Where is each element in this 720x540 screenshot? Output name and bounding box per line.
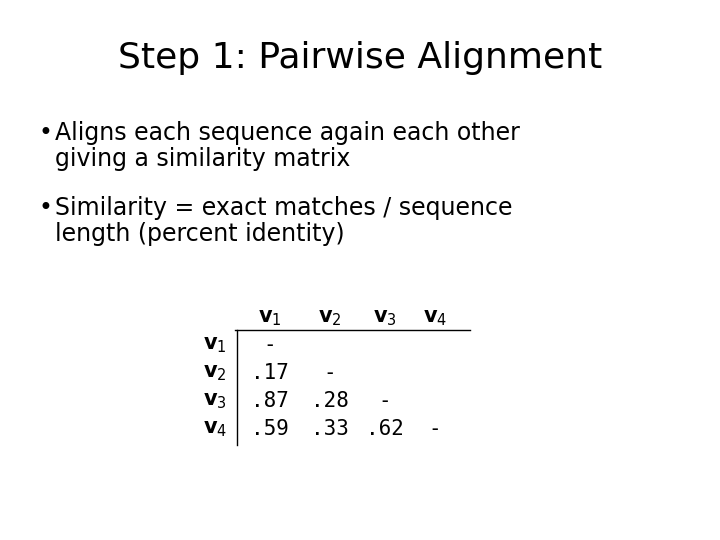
Text: giving a similarity matrix: giving a similarity matrix: [55, 147, 351, 171]
Text: .59: .59: [251, 419, 289, 439]
Text: $\mathbf{v}_4$: $\mathbf{v}_4$: [203, 419, 227, 439]
Text: .17: .17: [251, 363, 289, 383]
Text: $\mathbf{v}_2$: $\mathbf{v}_2$: [203, 363, 227, 383]
Text: $\mathbf{v}_1$: $\mathbf{v}_1$: [258, 308, 282, 328]
Text: $\mathbf{v}_4$: $\mathbf{v}_4$: [423, 308, 447, 328]
Text: -: -: [324, 363, 336, 383]
Text: .33: .33: [311, 419, 349, 439]
Text: .62: .62: [366, 419, 404, 439]
Text: -: -: [379, 391, 391, 411]
Text: -: -: [264, 335, 276, 355]
Text: .28: .28: [311, 391, 349, 411]
Text: Similarity = exact matches / sequence: Similarity = exact matches / sequence: [55, 196, 513, 220]
Text: length (percent identity): length (percent identity): [55, 222, 345, 246]
Text: $\mathbf{v}_3$: $\mathbf{v}_3$: [373, 308, 397, 328]
Text: $\mathbf{v}_1$: $\mathbf{v}_1$: [203, 335, 227, 355]
Text: $\mathbf{v}_3$: $\mathbf{v}_3$: [203, 391, 227, 411]
Text: $\mathbf{v}_2$: $\mathbf{v}_2$: [318, 308, 342, 328]
Text: -: -: [428, 419, 441, 439]
Text: •: •: [38, 196, 52, 220]
Text: •: •: [38, 121, 52, 145]
Text: Step 1: Pairwise Alignment: Step 1: Pairwise Alignment: [118, 41, 602, 75]
Text: .87: .87: [251, 391, 289, 411]
Text: Aligns each sequence again each other: Aligns each sequence again each other: [55, 121, 520, 145]
